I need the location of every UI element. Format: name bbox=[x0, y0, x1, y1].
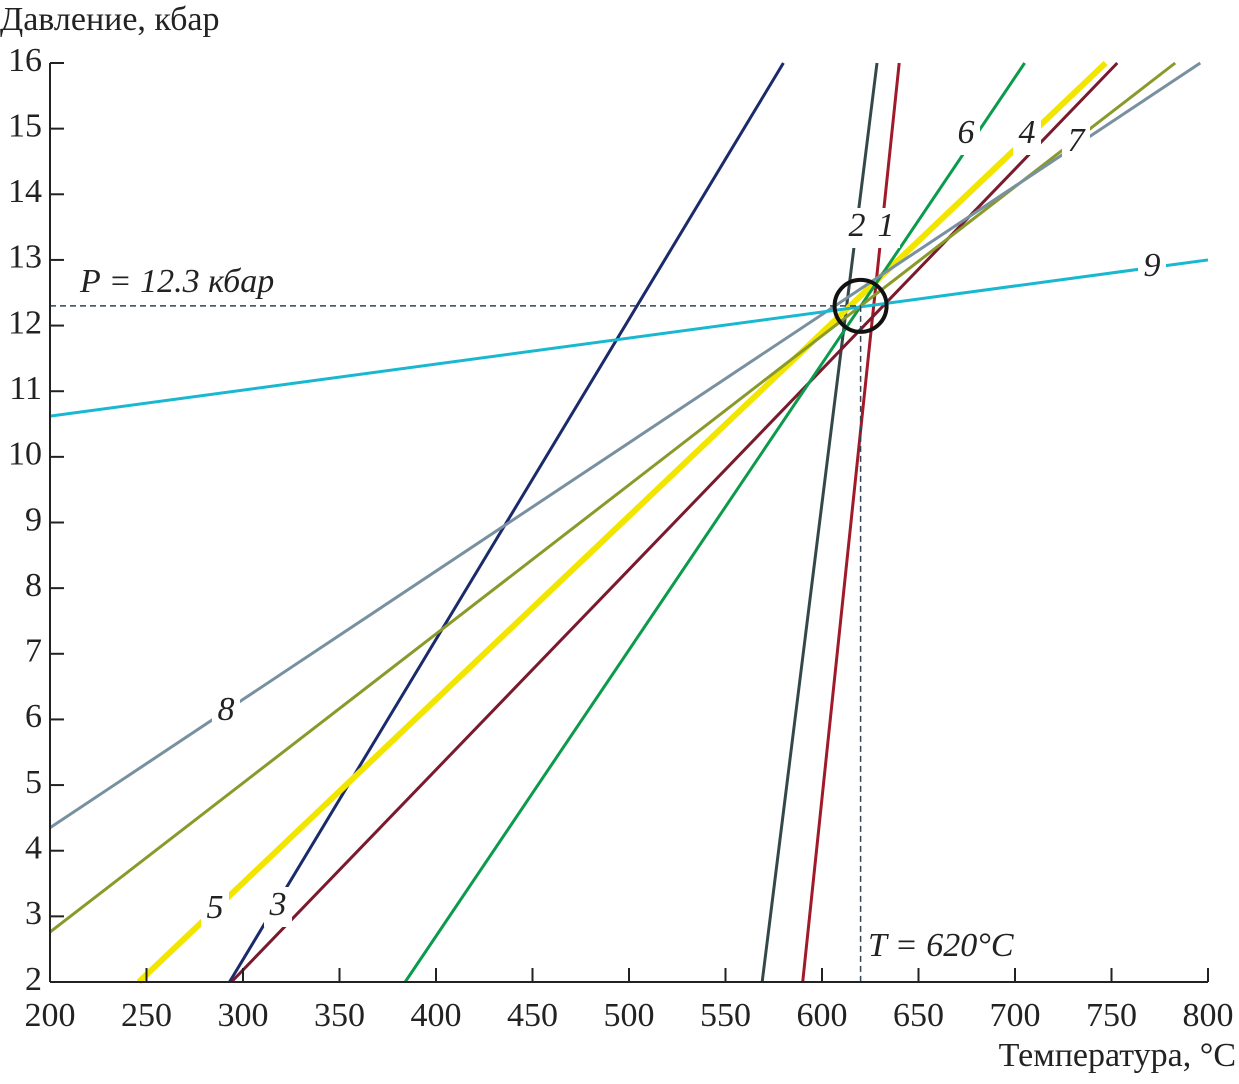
series-label: 5 bbox=[207, 889, 224, 926]
x-tick-label: 750 bbox=[1086, 997, 1137, 1034]
label-background bbox=[1138, 248, 1166, 288]
x-axis-label: Температура, °C bbox=[999, 1037, 1236, 1074]
y-axis-label: Давление, кбар bbox=[0, 1, 220, 38]
label-background bbox=[843, 208, 871, 248]
series-label: 3 bbox=[269, 886, 287, 923]
label-background bbox=[1062, 123, 1090, 163]
x-tick-label: 200 bbox=[25, 997, 76, 1034]
label-background bbox=[1013, 115, 1041, 155]
y-tick-label: 16 bbox=[8, 42, 42, 79]
y-tick-label: 10 bbox=[8, 436, 42, 473]
series-label: 7 bbox=[1068, 122, 1087, 159]
x-tick-label: 650 bbox=[893, 997, 944, 1034]
x-tick-label: 600 bbox=[797, 997, 848, 1034]
x-tick-label: 250 bbox=[121, 997, 172, 1034]
y-tick-label: 5 bbox=[25, 764, 42, 801]
x-tick-label: 550 bbox=[700, 997, 751, 1034]
label-background bbox=[201, 890, 229, 930]
series-line bbox=[49, 258, 1209, 418]
x-tick-label: 700 bbox=[990, 997, 1041, 1034]
series-line bbox=[403, 62, 1026, 983]
label-background bbox=[264, 887, 292, 927]
y-tick-label: 4 bbox=[25, 830, 42, 867]
series-line bbox=[136, 60, 1108, 985]
series-label: 2 bbox=[849, 207, 866, 244]
series-label: 9 bbox=[1144, 247, 1161, 284]
annotation: T = 620°C bbox=[868, 927, 1014, 964]
y-tick-label: 9 bbox=[25, 501, 42, 538]
y-tick-label: 3 bbox=[25, 895, 42, 932]
label-background bbox=[952, 115, 980, 155]
series-line bbox=[230, 61, 1119, 984]
y-tick-label: 13 bbox=[8, 239, 42, 276]
y-tick-label: 2 bbox=[25, 961, 42, 998]
x-tick-label: 450 bbox=[507, 997, 558, 1034]
annotation: P = 12.3 кбар bbox=[79, 263, 274, 300]
label-background bbox=[212, 692, 240, 732]
x-tick-label: 400 bbox=[411, 997, 462, 1034]
series-label: 4 bbox=[1019, 114, 1036, 151]
y-tick-label: 15 bbox=[8, 107, 42, 144]
series-label: 1 bbox=[878, 207, 895, 244]
y-tick-label: 8 bbox=[25, 567, 42, 604]
y-tick-label: 12 bbox=[8, 304, 42, 341]
label-background bbox=[872, 208, 900, 248]
x-tick-label: 500 bbox=[604, 997, 655, 1034]
y-tick-label: 14 bbox=[8, 173, 42, 210]
y-tick-label: 7 bbox=[25, 633, 42, 670]
intersection-marker bbox=[832, 277, 889, 334]
y-tick-label: 6 bbox=[25, 698, 42, 735]
y-tick-label: 11 bbox=[9, 370, 42, 407]
x-tick-label: 300 bbox=[218, 997, 269, 1034]
x-tick-label: 800 bbox=[1183, 997, 1234, 1034]
series-line bbox=[49, 61, 1177, 934]
x-tick-label: 350 bbox=[314, 997, 365, 1034]
series-line bbox=[49, 61, 1202, 829]
series-label: 6 bbox=[958, 114, 975, 151]
series-label: 8 bbox=[218, 691, 235, 728]
series-line bbox=[760, 62, 879, 983]
series-line bbox=[801, 62, 901, 983]
